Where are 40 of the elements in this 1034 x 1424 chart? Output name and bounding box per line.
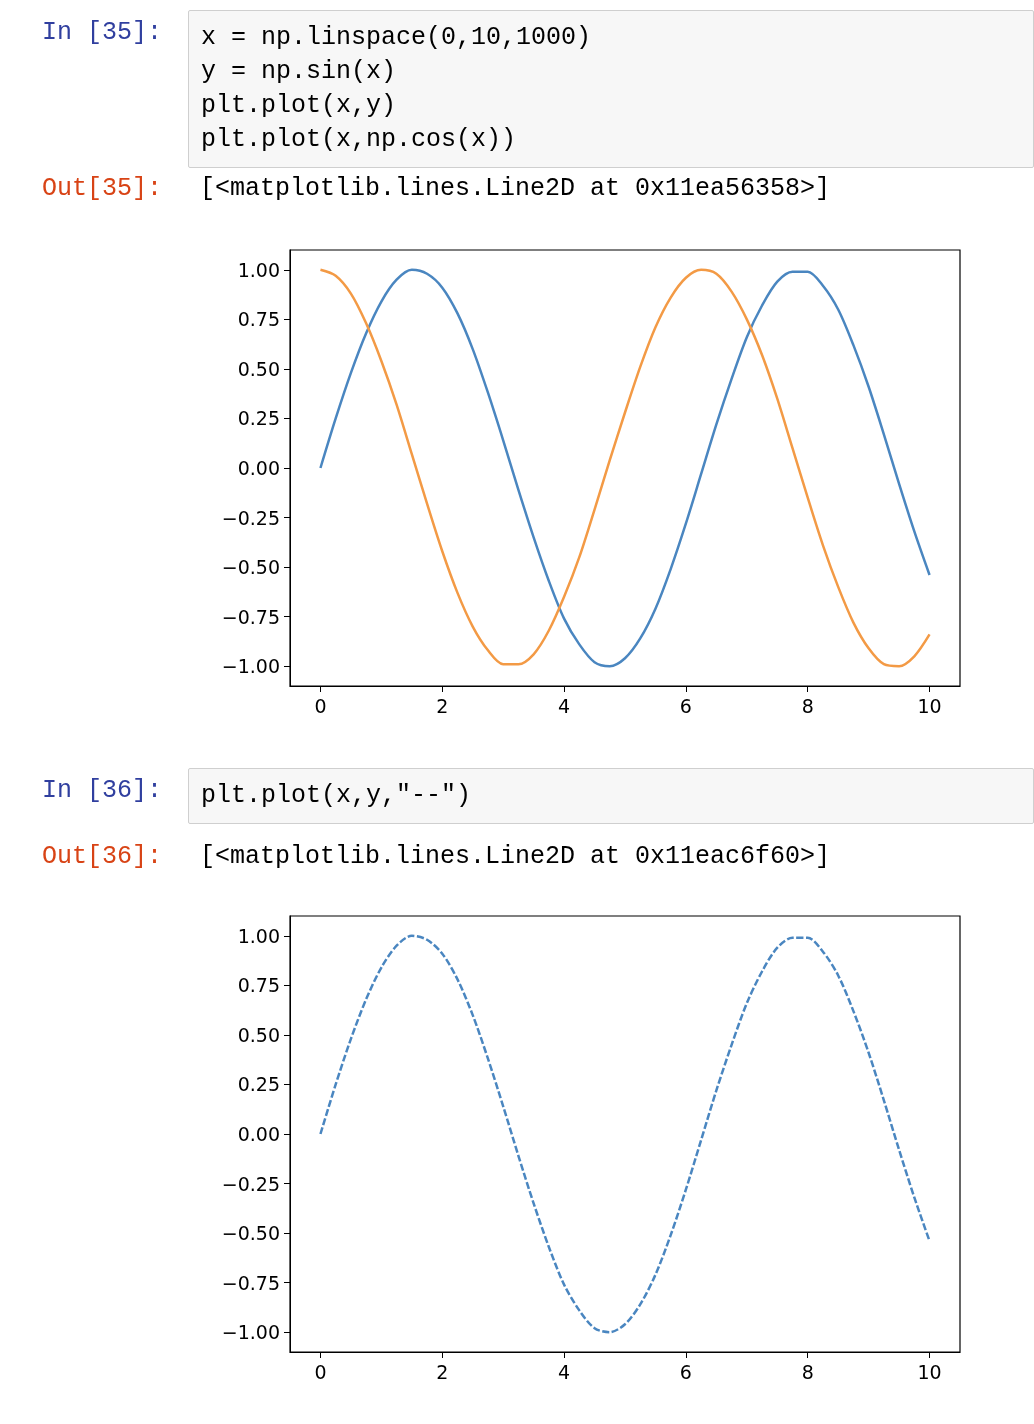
- x-tick-label: 2: [436, 1360, 449, 1383]
- y-tick-label: 1.00: [237, 924, 280, 947]
- x-tick-label: 2: [436, 694, 449, 717]
- y-tick-label: 0.50: [237, 1023, 280, 1046]
- text: Out[36]:: [42, 842, 163, 871]
- text: plt.plot(x,y,"--"): [188, 768, 1034, 824]
- y-tick-label: 0.25: [237, 1073, 280, 1096]
- y-tick-label: −0.25: [221, 506, 280, 529]
- text: [<matplotlib.lines.Line2D at 0x11eac6f60>]: [200, 842, 831, 871]
- x-tick-label: 4: [558, 694, 571, 717]
- y-tick-label: −0.25: [221, 1172, 280, 1195]
- y-tick-label: −0.75: [221, 605, 280, 628]
- line-series: [319, 268, 931, 668]
- text: In [35]:: [42, 18, 163, 47]
- text: [<matplotlib.lines.Line2D at 0x11ea56358>]: [200, 174, 831, 203]
- x-tick-label: 0: [314, 694, 327, 717]
- x-tick-label: 8: [801, 694, 814, 717]
- x-tick-label: 6: [679, 694, 692, 717]
- y-tick-label: 0.25: [237, 407, 280, 430]
- y-tick-label: 0.00: [237, 1123, 280, 1145]
- text: In [36]:: [42, 776, 163, 805]
- y-tick-label: 0.00: [237, 457, 280, 479]
- y-tick-label: −0.75: [221, 1271, 280, 1294]
- y-tick-label: 1.00: [237, 258, 280, 281]
- text: x = np.linspace(0,10,1000) y = np.sin(x) plt.plot(x,y) plt.plot(x,np.cos(x)): [188, 10, 1034, 168]
- x-tick-label: 0: [314, 1360, 327, 1383]
- y-tick-label: −1.00: [221, 655, 280, 678]
- y-tick-label: −0.50: [221, 1222, 280, 1245]
- x-tick-label: 10: [917, 1360, 942, 1383]
- x-tick-label: 10: [917, 694, 942, 717]
- y-tick-label: 0.75: [237, 308, 280, 331]
- text: Out[35]:: [42, 174, 163, 203]
- y-tick-label: 0.75: [237, 974, 280, 997]
- x-tick-label: 8: [801, 1360, 814, 1383]
- x-tick-label: 4: [558, 1360, 571, 1383]
- x-tick-label: 6: [679, 1360, 692, 1383]
- y-tick-label: 0.50: [237, 357, 280, 380]
- line-series: [319, 934, 931, 1334]
- y-tick-label: −0.50: [221, 556, 280, 579]
- y-tick-label: −1.00: [221, 1321, 280, 1344]
